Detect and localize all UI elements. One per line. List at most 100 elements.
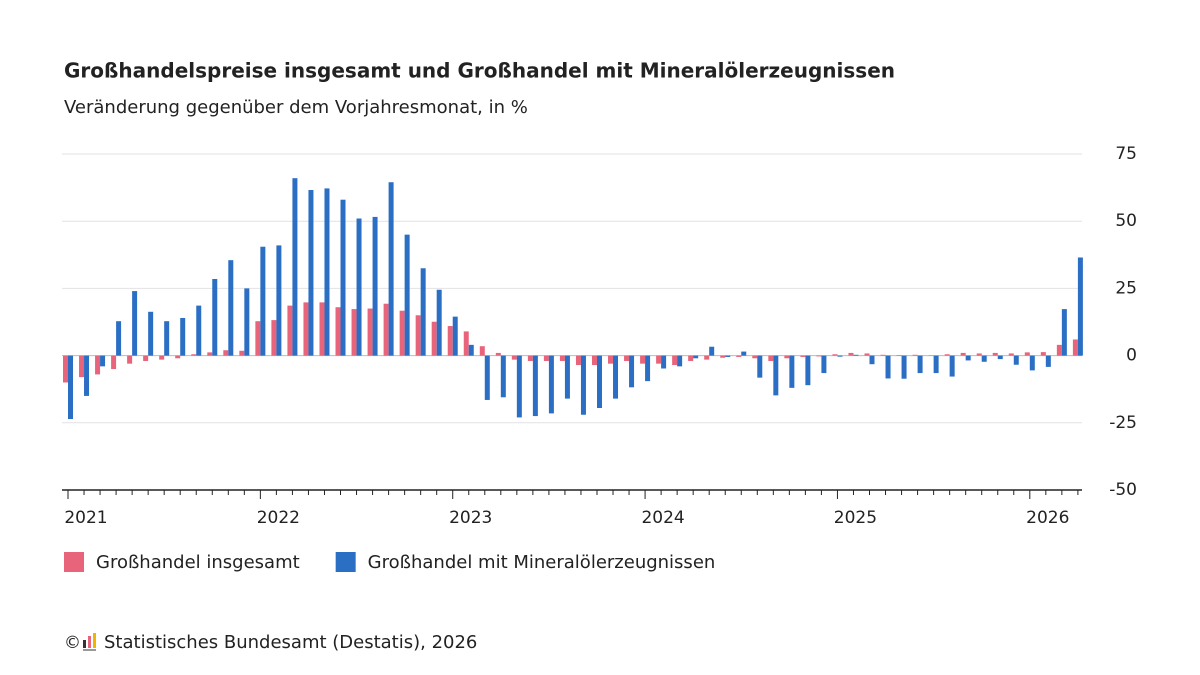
bar	[559, 355, 565, 361]
bar	[116, 321, 122, 356]
bar	[1061, 309, 1067, 356]
bar	[896, 355, 902, 356]
bar	[640, 355, 646, 364]
bar	[1056, 344, 1062, 356]
bar	[148, 311, 154, 356]
bar	[704, 355, 710, 360]
bar	[596, 355, 602, 409]
bar	[661, 355, 667, 369]
bar	[239, 350, 245, 356]
legend-label: Großhandel mit Mineralölerzeugnissen	[368, 552, 716, 573]
bar	[527, 355, 533, 361]
bar	[191, 354, 197, 356]
bar	[95, 355, 101, 375]
bar	[821, 355, 827, 374]
bar	[672, 355, 678, 366]
bar	[1024, 352, 1030, 356]
bar	[228, 260, 234, 356]
bar	[960, 352, 966, 356]
bar	[548, 355, 554, 414]
y-tick-label: -25	[1109, 413, 1137, 433]
bar	[580, 355, 586, 415]
bar	[677, 355, 683, 367]
bar	[319, 302, 325, 356]
bar	[340, 199, 346, 356]
bar	[292, 178, 298, 356]
bar	[768, 355, 774, 361]
bar	[175, 355, 181, 359]
bar	[901, 355, 907, 379]
bar	[837, 355, 843, 357]
bar	[693, 355, 699, 359]
bar	[196, 305, 202, 356]
bar	[965, 355, 971, 361]
bar	[773, 355, 779, 396]
bar	[752, 355, 758, 359]
x-tick-label: 2024	[641, 508, 684, 528]
bar	[383, 303, 389, 356]
bar	[789, 355, 795, 388]
bar	[853, 354, 859, 356]
bar	[613, 355, 619, 399]
bar	[164, 321, 170, 356]
x-tick-label: 2023	[449, 508, 492, 528]
bar	[212, 278, 218, 356]
bar	[981, 355, 987, 362]
source: Statistisches Bundesamt (Destatis), 2026	[104, 632, 477, 653]
bar	[1008, 353, 1014, 356]
chart-subtitle: Veränderung gegenüber dem Vorjahresmonat…	[64, 97, 528, 118]
bar	[127, 355, 133, 364]
x-tick-label: 2021	[64, 508, 107, 528]
bar	[495, 352, 501, 356]
bar	[784, 355, 790, 359]
bar	[367, 308, 373, 356]
bar	[484, 355, 490, 400]
bar	[997, 355, 1003, 360]
bar	[805, 355, 811, 386]
bar	[949, 355, 955, 377]
logo	[83, 633, 96, 651]
bar	[864, 353, 870, 356]
bar	[79, 355, 85, 378]
bar	[564, 355, 570, 399]
bar	[869, 355, 875, 365]
y-tick-label: 25	[1115, 278, 1137, 298]
bar	[741, 351, 747, 356]
bar	[1029, 355, 1035, 371]
bar	[324, 188, 330, 356]
bar	[1040, 352, 1046, 356]
bar	[543, 355, 549, 361]
legend-swatch	[64, 552, 84, 572]
bar	[816, 355, 822, 357]
bar	[271, 320, 277, 356]
bar	[159, 355, 165, 360]
bar	[709, 346, 715, 356]
bar	[511, 355, 517, 360]
bar	[500, 355, 506, 398]
bar	[100, 355, 106, 367]
bar	[629, 355, 635, 388]
bar	[688, 355, 694, 361]
bar	[276, 245, 282, 356]
bar	[1077, 257, 1083, 356]
bar	[468, 344, 474, 356]
bar	[399, 310, 405, 356]
bar	[84, 355, 90, 396]
bar	[944, 354, 950, 356]
bar	[404, 234, 410, 356]
bar	[132, 291, 138, 356]
bar	[976, 353, 982, 356]
bar	[591, 355, 597, 366]
bar	[372, 216, 378, 356]
bar	[143, 355, 149, 361]
bar	[532, 355, 538, 417]
legend-swatch	[335, 552, 356, 572]
bar	[479, 346, 485, 356]
bar	[608, 355, 614, 364]
bar	[624, 355, 630, 361]
bar	[207, 352, 213, 356]
bar	[420, 268, 426, 356]
bar	[575, 355, 581, 366]
bar	[244, 288, 250, 356]
